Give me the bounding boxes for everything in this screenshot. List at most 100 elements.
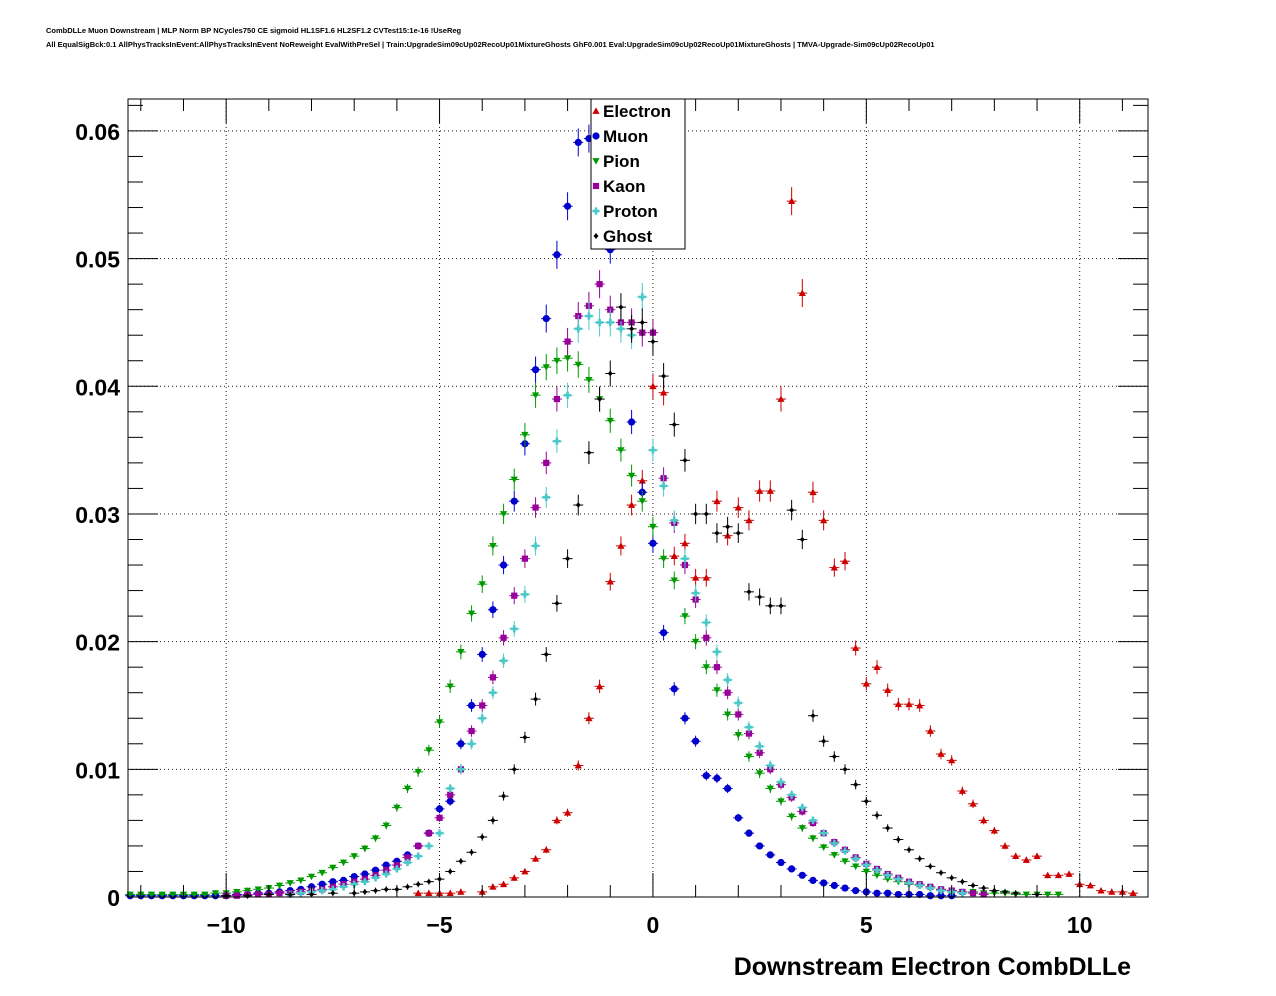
data-point bbox=[852, 855, 860, 863]
data-point bbox=[937, 892, 945, 900]
data-point bbox=[820, 516, 828, 524]
data-point bbox=[894, 890, 902, 899]
data-point bbox=[734, 699, 742, 707]
data-point bbox=[329, 878, 337, 886]
data-point bbox=[873, 866, 881, 874]
data-point bbox=[735, 711, 742, 718]
data-point bbox=[532, 504, 539, 511]
data-point bbox=[969, 800, 977, 807]
data-point bbox=[211, 890, 220, 897]
data-point bbox=[467, 701, 476, 710]
data-point bbox=[820, 879, 828, 887]
data-point bbox=[970, 882, 976, 889]
data-point bbox=[596, 281, 603, 288]
data-point bbox=[777, 395, 785, 402]
data-point bbox=[821, 738, 827, 744]
data-point bbox=[563, 202, 572, 210]
data-point bbox=[414, 768, 422, 776]
legend-label-electron: Electron bbox=[603, 102, 671, 121]
data-point bbox=[233, 889, 241, 896]
data-point bbox=[798, 289, 806, 296]
data-point bbox=[884, 889, 892, 897]
data-point bbox=[371, 866, 380, 874]
legend-marker-proton bbox=[592, 207, 600, 215]
data-point bbox=[788, 813, 796, 821]
data-point bbox=[853, 782, 859, 788]
legend-label-kaon: Kaon bbox=[603, 177, 646, 196]
data-point bbox=[863, 798, 869, 804]
data-point bbox=[510, 476, 518, 484]
data-point bbox=[937, 750, 945, 757]
data-point bbox=[735, 530, 741, 536]
data-point bbox=[499, 657, 508, 665]
data-point bbox=[243, 887, 252, 895]
data-point bbox=[1086, 881, 1094, 889]
data-point bbox=[617, 447, 625, 454]
data-point bbox=[884, 876, 892, 883]
data-point bbox=[446, 889, 454, 897]
data-point bbox=[574, 325, 582, 333]
data-point bbox=[147, 891, 156, 899]
data-point bbox=[1033, 852, 1041, 860]
data-point bbox=[521, 867, 529, 875]
axis-ticks: −10 −5 0 5 10 0 0.01 0.02 0.03 0.04 0.05 0.06 bbox=[75, 99, 1148, 938]
data-point bbox=[372, 888, 379, 894]
data-point bbox=[1022, 856, 1030, 863]
data-point bbox=[318, 880, 326, 888]
data-point bbox=[382, 861, 390, 869]
data-point bbox=[617, 542, 625, 549]
data-point bbox=[531, 855, 540, 862]
data-point bbox=[371, 835, 380, 842]
data-point bbox=[1054, 871, 1062, 879]
legend-label-proton: Proton bbox=[603, 202, 658, 221]
data-point bbox=[554, 600, 560, 606]
data-point bbox=[670, 685, 678, 693]
data-point bbox=[681, 613, 689, 620]
data-point bbox=[531, 366, 540, 374]
data-point bbox=[649, 446, 657, 454]
data-point bbox=[521, 590, 529, 598]
data-point bbox=[489, 543, 497, 550]
data-point bbox=[649, 539, 657, 547]
data-point bbox=[468, 849, 475, 855]
data-point bbox=[447, 868, 453, 875]
data-point bbox=[510, 625, 518, 633]
data-point bbox=[681, 539, 689, 547]
legend-marker-pion bbox=[592, 158, 600, 165]
data-point bbox=[457, 765, 465, 773]
data-point bbox=[190, 891, 198, 899]
data-point bbox=[425, 830, 432, 837]
data-point bbox=[725, 524, 731, 530]
data-point bbox=[766, 761, 774, 770]
data-point bbox=[500, 793, 507, 799]
header-line-1: CombDLLe Muon Downstream | MLP Norm BP N… bbox=[46, 26, 462, 35]
data-point bbox=[627, 472, 636, 480]
data-point bbox=[447, 791, 454, 798]
data-point bbox=[1065, 870, 1073, 877]
data-point bbox=[511, 766, 517, 772]
data-point bbox=[830, 881, 838, 890]
data-point bbox=[638, 498, 646, 505]
data-point bbox=[884, 871, 892, 879]
data-point bbox=[1013, 890, 1019, 896]
series-electron bbox=[413, 187, 1139, 897]
data-point bbox=[788, 791, 796, 799]
data-point bbox=[297, 889, 305, 897]
data-point bbox=[467, 610, 476, 618]
data-point bbox=[499, 880, 508, 888]
data-point bbox=[756, 749, 763, 756]
data-point bbox=[414, 852, 422, 860]
data-point bbox=[788, 197, 796, 205]
data-point bbox=[937, 887, 945, 895]
data-point bbox=[841, 847, 849, 855]
data-point bbox=[478, 714, 486, 722]
data-point bbox=[403, 858, 412, 867]
legend-label-pion: Pion bbox=[603, 152, 640, 171]
data-point bbox=[531, 392, 540, 399]
data-point bbox=[766, 851, 774, 859]
series-pion bbox=[125, 344, 1064, 899]
legend-marker-electron bbox=[592, 107, 600, 114]
data-point bbox=[489, 689, 497, 697]
data-point bbox=[650, 338, 656, 345]
data-point bbox=[980, 816, 988, 824]
